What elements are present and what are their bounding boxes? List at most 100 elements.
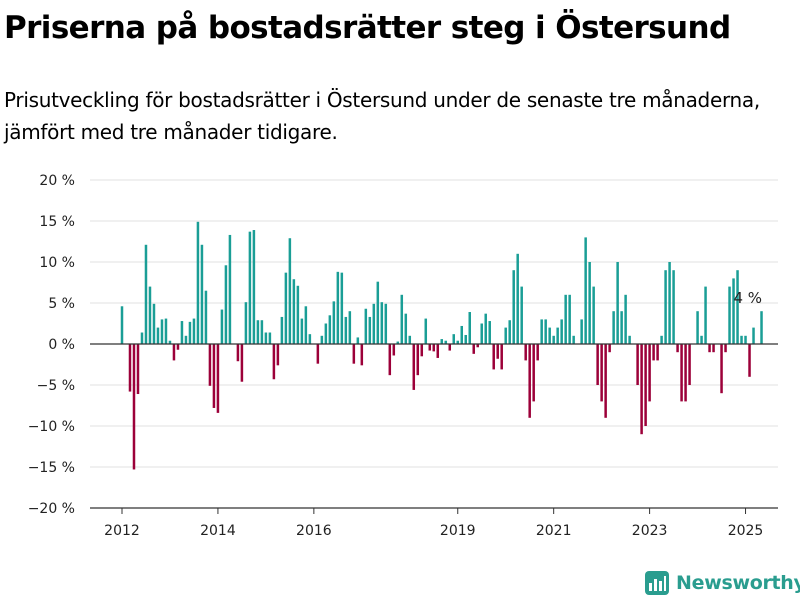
chart-title: Priserna på bostadsrätter steg i Östersu… bbox=[4, 10, 731, 46]
y-tick-label: −15 % bbox=[28, 460, 75, 476]
bar bbox=[328, 315, 332, 344]
y-tick-label: 5 % bbox=[48, 296, 75, 312]
bar bbox=[268, 332, 272, 344]
bar bbox=[704, 286, 707, 344]
bar bbox=[612, 311, 615, 344]
x-tick-label: 2014 bbox=[200, 523, 236, 539]
bar bbox=[524, 344, 527, 361]
bar bbox=[688, 344, 691, 385]
bar bbox=[584, 237, 587, 344]
bar bbox=[340, 272, 344, 344]
bar bbox=[348, 311, 352, 344]
y-tick-label: 10 % bbox=[39, 255, 75, 271]
x-tick-label: 2012 bbox=[104, 523, 140, 539]
bar bbox=[700, 335, 703, 344]
bar bbox=[708, 344, 711, 353]
bar bbox=[488, 321, 491, 344]
bar bbox=[360, 344, 364, 366]
bar bbox=[436, 344, 440, 358]
bar bbox=[484, 313, 487, 344]
bar bbox=[752, 327, 755, 344]
bar bbox=[388, 344, 392, 376]
bar bbox=[132, 344, 136, 470]
bar bbox=[696, 311, 699, 344]
bar bbox=[552, 335, 555, 344]
bar bbox=[252, 230, 256, 344]
y-tick-label: 0 % bbox=[48, 337, 75, 353]
bar bbox=[500, 344, 503, 370]
bar bbox=[276, 344, 280, 366]
bar bbox=[560, 319, 563, 344]
bar bbox=[760, 311, 763, 344]
bar bbox=[380, 302, 384, 344]
bar bbox=[508, 320, 511, 344]
bar bbox=[260, 320, 264, 344]
bar bbox=[596, 344, 599, 385]
bar bbox=[540, 319, 543, 344]
bar bbox=[476, 344, 479, 348]
bar bbox=[140, 332, 144, 344]
x-tick-label: 2016 bbox=[296, 523, 332, 539]
bar bbox=[664, 270, 667, 344]
bar bbox=[608, 344, 611, 353]
bar bbox=[504, 327, 507, 344]
bar bbox=[240, 344, 244, 382]
bar bbox=[180, 321, 184, 344]
bar bbox=[256, 320, 260, 344]
bar bbox=[320, 335, 324, 344]
bar bbox=[448, 344, 451, 351]
bar bbox=[308, 334, 312, 344]
bar bbox=[168, 340, 172, 344]
bar bbox=[236, 344, 240, 362]
bar bbox=[616, 262, 619, 344]
bar bbox=[728, 286, 731, 344]
bar bbox=[456, 340, 459, 344]
bar bbox=[444, 340, 448, 344]
bar bbox=[368, 316, 372, 344]
chart-subtitle: Prisutveckling för bostadsrätter i Öster… bbox=[4, 88, 760, 144]
bar bbox=[244, 302, 248, 344]
bar bbox=[316, 344, 320, 364]
bar bbox=[332, 301, 336, 344]
brand-name: Newsworthy bbox=[676, 572, 800, 594]
bar bbox=[164, 318, 168, 344]
bar bbox=[564, 294, 567, 344]
bar bbox=[468, 312, 471, 344]
bar bbox=[600, 344, 603, 402]
bar bbox=[644, 344, 647, 426]
bar bbox=[548, 327, 551, 344]
bar bbox=[364, 308, 368, 344]
bar bbox=[188, 321, 192, 344]
bar bbox=[424, 318, 428, 344]
bar bbox=[404, 313, 408, 344]
bar bbox=[636, 344, 639, 385]
y-tick-label: 15 % bbox=[39, 214, 75, 230]
bar bbox=[196, 221, 200, 344]
bar bbox=[440, 339, 444, 344]
bar bbox=[684, 344, 687, 402]
bar bbox=[428, 344, 432, 351]
bar bbox=[592, 286, 595, 344]
bar bbox=[416, 344, 420, 376]
bar bbox=[676, 344, 679, 353]
bar bbox=[172, 344, 176, 361]
bar bbox=[624, 294, 627, 344]
bar bbox=[216, 344, 220, 413]
bar bbox=[648, 344, 651, 402]
y-tick-label: 20 % bbox=[39, 173, 75, 189]
annotations: 4 % bbox=[733, 289, 762, 307]
bar bbox=[432, 344, 436, 352]
bar bbox=[660, 335, 663, 344]
bar bbox=[372, 303, 376, 344]
bar bbox=[384, 303, 388, 344]
bar bbox=[304, 306, 308, 344]
bar bbox=[128, 344, 132, 392]
bar bbox=[472, 344, 475, 354]
last-value-label: 4 % bbox=[733, 289, 762, 307]
bar bbox=[300, 318, 304, 344]
bar bbox=[408, 335, 412, 344]
bar bbox=[640, 344, 643, 435]
bar bbox=[192, 318, 196, 344]
bar bbox=[748, 344, 751, 377]
